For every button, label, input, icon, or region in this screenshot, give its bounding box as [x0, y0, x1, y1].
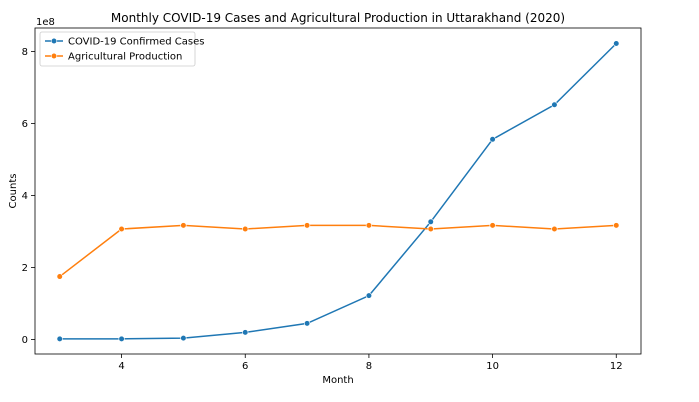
data-point	[56, 273, 63, 280]
data-point	[489, 136, 496, 143]
legend-entry: COVID-19 Confirmed Cases	[68, 37, 204, 48]
data-point	[56, 335, 63, 342]
legend-entry: Agricultural Production	[68, 52, 182, 63]
x-axis-label: Month	[322, 375, 353, 386]
data-point	[427, 225, 434, 233]
legend-marker	[50, 52, 58, 60]
data-point	[551, 225, 558, 233]
y-axis-label: Counts	[8, 174, 19, 209]
data-point	[613, 222, 620, 229]
data-point	[118, 335, 125, 342]
data-point	[242, 329, 249, 336]
series-line-1	[59, 42, 617, 340]
x-tick-label: 6	[242, 361, 248, 372]
data-point	[427, 218, 434, 225]
plot-area	[34, 27, 642, 355]
x-tick-label: 8	[366, 361, 372, 372]
y-tick-label: 6	[22, 119, 28, 130]
data-point	[365, 222, 373, 229]
series-line-2	[59, 224, 617, 278]
legend-box	[39, 31, 196, 67]
data-point	[303, 320, 311, 327]
x-tick-label: 12	[610, 361, 623, 372]
y-scale-label: 1e8	[36, 17, 55, 28]
legend-marker	[50, 37, 58, 45]
data-point	[180, 222, 187, 229]
y-tick-label: 4	[22, 191, 28, 202]
x-tick-label: 4	[118, 361, 124, 372]
data-point	[613, 40, 620, 47]
y-axis: 0 2 4 6 8	[22, 47, 35, 346]
data-point	[303, 222, 311, 229]
y-tick-label: 0	[22, 335, 28, 346]
y-tick-label: 8	[22, 47, 28, 58]
x-axis: 4 6 8 10 12	[118, 354, 623, 372]
data-point	[489, 222, 496, 229]
chart-title: Monthly COVID-19 Cases and Agricultural …	[111, 11, 565, 25]
data-point	[551, 101, 558, 108]
series-layer	[56, 40, 620, 342]
data-point	[365, 292, 373, 299]
legend: COVID-19 Confirmed Cases Agricultural Pro…	[39, 31, 204, 67]
data-point	[180, 335, 187, 342]
x-tick-label: 10	[486, 361, 499, 372]
y-tick-label: 2	[22, 263, 28, 274]
data-point	[242, 225, 249, 233]
data-point	[118, 225, 125, 233]
